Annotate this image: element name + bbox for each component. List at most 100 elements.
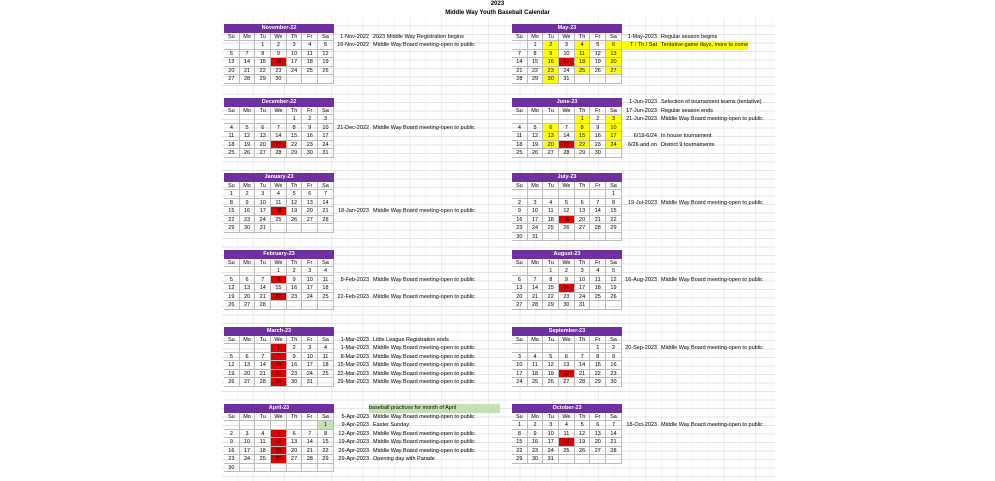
day-cell: 6 [606, 41, 622, 50]
day-cell: 11 [271, 198, 287, 207]
day-cell: 3 [527, 198, 544, 207]
day-cell [302, 224, 319, 233]
day-cell: 22 [606, 215, 622, 224]
weekday-label: Sa [606, 258, 622, 267]
day-cell: 11 [559, 429, 575, 438]
day-cell: 6 [239, 352, 256, 361]
day-cell: 11 [574, 49, 591, 58]
month-calendar: February-23 Su Mo Tu We Th Fr Sa 1 2 3 4 5 6 7 8 9 10 11 12… [224, 250, 334, 310]
day-cell: 18 [302, 58, 319, 67]
month-calendar: August-23 Su Mo Tu We Th Fr Sa 1 2 3 4 5 6 7 8 9 10 11 12 13… [512, 250, 622, 310]
event-date: 29-Apr-2023 [338, 456, 369, 462]
day-cell: 23 [239, 215, 256, 224]
calendar-event: 1-Mar-2023 Middle Way Board meeting-open … [334, 344, 475, 353]
day-cell: 3 [543, 421, 560, 430]
day-cell [543, 232, 560, 241]
day-cell: 22 [255, 66, 272, 75]
day-cell: 8 [590, 352, 607, 361]
day-cell: 21 [255, 369, 272, 378]
event-date: 29-Mar-2023 [337, 379, 370, 385]
month-calendar: April-23 Su Mo Tu We Th Fr Sa 1 2 3 4 5 6 7 8 9 10 11 12 13 1… [224, 404, 334, 472]
day-cell: 13 [239, 361, 256, 370]
event-text: Middle Way Board meeting-open to public [373, 293, 475, 300]
day-cell: 16 [286, 284, 303, 293]
day-cell: 8 [574, 123, 591, 132]
event-text: Middle Way Board meeting-open to public [661, 422, 763, 428]
day-cell: 23 [543, 66, 560, 75]
day-cell: 16 [512, 215, 528, 224]
weekday-label: Mo [239, 258, 256, 267]
day-cell: 23 [590, 140, 607, 149]
day-cell: 11 [543, 207, 560, 216]
day-cell [302, 75, 319, 84]
day-cell: 10 [255, 198, 272, 207]
weekday-label: Th [574, 412, 591, 421]
day-cell: 13 [606, 49, 622, 58]
day-cell: 29 [543, 301, 560, 310]
day-cell: 19 [224, 369, 240, 378]
event-text: Middle Way Board meeting-open to public [373, 353, 475, 360]
day-cell: 2 [224, 429, 240, 438]
event-text: District 9 tournaments [661, 141, 715, 148]
day-cell: 2 [286, 344, 303, 353]
event-text: Opening day with Parade [373, 456, 435, 462]
day-cell: 3 [255, 190, 272, 199]
day-cell: 26 [590, 66, 607, 75]
weekday-label: Su [512, 335, 528, 344]
weekday-label: Su [224, 335, 240, 344]
day-cell [224, 41, 240, 50]
day-cell [606, 232, 622, 241]
day-cell: 22 [271, 369, 287, 378]
event-date: 5-Apr-2023 [341, 413, 369, 420]
day-cell: 24 [255, 215, 272, 224]
day-cell: 13 [302, 198, 319, 207]
day-cell: 4 [318, 344, 334, 353]
day-cell: 28 [271, 149, 287, 158]
day-cell: 16 [606, 361, 622, 370]
day-cell [559, 190, 575, 199]
day-cell: 5 [224, 275, 240, 284]
day-cell: 19 [574, 438, 591, 447]
day-cell: 25 [318, 292, 334, 301]
month-calendar: July-23 Su Mo Tu We Th Fr Sa 1 2 3 4 5 6 7 8 9 10 11 12 13 14… [512, 173, 622, 241]
calendar-event: 20-Sep-2023 Middle Way Board meeting-open… [622, 344, 763, 353]
day-cell: 15 [255, 58, 272, 67]
day-cell: 27 [255, 149, 272, 158]
day-cell: 29 [590, 378, 607, 387]
day-cell: 29 [286, 149, 303, 158]
day-cell: 30 [606, 378, 622, 387]
day-cell: 4 [559, 421, 575, 430]
day-cell: 15 [271, 284, 287, 293]
day-cell: 28 [318, 215, 334, 224]
day-cell: 1 [271, 267, 287, 276]
day-cell: 9 [527, 429, 544, 438]
day-cell: 19 [239, 140, 256, 149]
day-cell [302, 301, 319, 310]
weekday-label: Mo [239, 106, 256, 115]
day-cell: 17 [239, 446, 256, 455]
day-cell: 8 [318, 429, 334, 438]
day-cell: 26 [224, 301, 240, 310]
weekday-label: Fr [590, 412, 607, 421]
weekday-label: Mo [527, 181, 544, 190]
event-text: Middle Way Board meeting-open to public [373, 124, 475, 131]
weekday-label: Tu [543, 181, 560, 190]
day-cell: 8 [271, 275, 287, 284]
day-cell: 9 [224, 438, 240, 447]
day-cell [590, 301, 607, 310]
event-text: Middle Way Board meeting-open to public [661, 199, 763, 206]
day-cell: 4 [574, 41, 591, 50]
day-cell: 15 [286, 132, 303, 141]
day-cell: 29 [574, 149, 591, 158]
day-cell: 6 [302, 190, 319, 199]
day-cell: 14 [527, 284, 544, 293]
day-cell: 24 [527, 224, 544, 233]
day-cell: 21 [512, 66, 528, 75]
day-cell: 26 [271, 455, 287, 464]
month-header: December-22 [224, 98, 334, 107]
day-cell: 10 [527, 207, 544, 216]
event-date: 16-Nov-2022 [337, 42, 369, 48]
day-cell [239, 41, 256, 50]
calendar-event: 6/19-6/24 In house tournament [622, 132, 712, 141]
weekday-label: Fr [302, 412, 319, 421]
